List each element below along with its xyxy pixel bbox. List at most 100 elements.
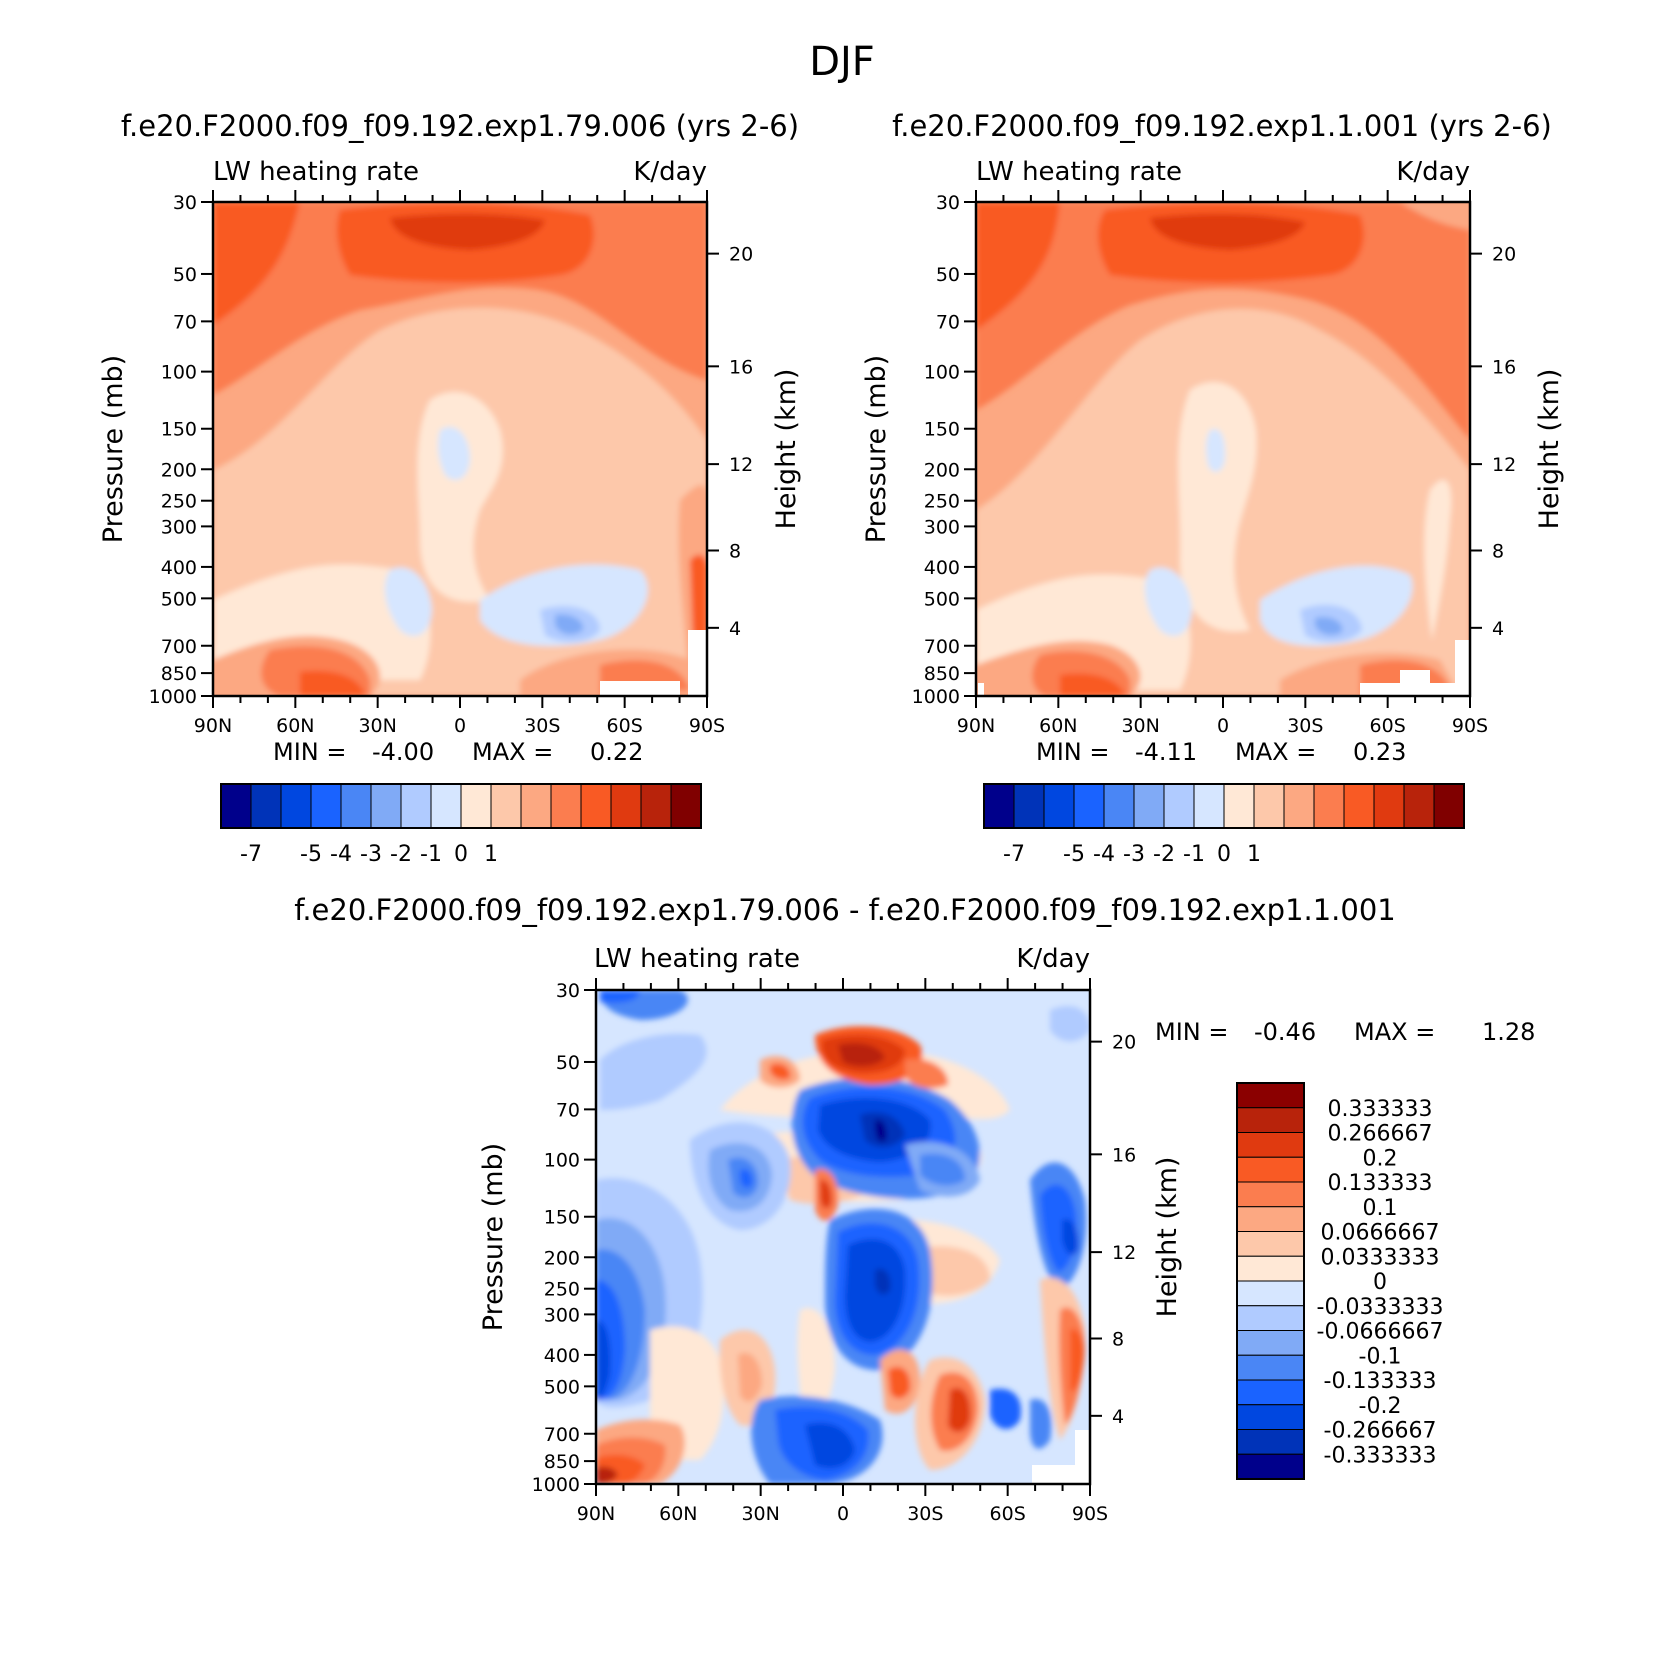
colorbar-swatch [1236,1354,1305,1381]
y-tick-label: 50 [936,264,960,286]
y-tick-label: 500 [924,588,960,610]
colorbar-label: -0.0333333 [1317,1295,1444,1320]
x-tick-label: 30S [1287,715,1323,737]
panel-1-min-label: MIN = [273,738,346,766]
panel-3-field [596,990,1090,1484]
x-tick-label: 30S [524,715,560,737]
colorbar-label: -2 [1153,842,1175,867]
colorbar-swatch [370,783,402,829]
colorbar-label: -3 [1123,842,1145,867]
colorbar-swatch [1403,783,1435,829]
colorbar-swatch [1343,783,1375,829]
y-tick-label: 30 [556,980,580,1002]
y-tick-label: 100 [544,1150,580,1172]
x-tick-label: 30S [907,1503,943,1525]
colorbar-label: -3 [360,842,382,867]
height-tick-label: 16 [1492,356,1516,378]
panel-2-max-value: 0.23 [1353,738,1406,766]
colorbar-swatch [310,783,342,829]
y-tick-label: 700 [924,636,960,658]
colorbar-label: 0.1 [1363,1196,1398,1221]
colorbar-label: 1 [484,842,498,867]
colorbar-label: 0 [1373,1270,1387,1295]
x-tick-label: 90S [1072,1503,1108,1525]
colorbar-swatch [1223,783,1255,829]
colorbar-label: -0.133333 [1324,1369,1437,1394]
y-tick-label: 30 [173,192,197,214]
y-tick-label: 150 [161,419,197,441]
colorbar-swatch [250,783,282,829]
y-tick-label: 300 [924,516,960,538]
panel-3: f.e20.F2000.f09_f09.192.exp1.79.006 - f.… [294,893,1535,1525]
panel-3-colorbar: 0.3333330.2666670.20.1333330.10.06666670… [1236,1082,1444,1480]
panel-2-max-label: MAX = [1235,738,1316,766]
colorbar-swatch [1193,783,1225,829]
height-tick-label: 4 [729,618,741,640]
panel-1-field [213,202,707,696]
panel-2: f.e20.F2000.f09_f09.192.exp1.1.001 (yrs … [861,109,1565,867]
panel-2-ylabel: Pressure (mb) [861,355,892,543]
y-tick-label: 700 [544,1424,580,1446]
y-tick-label: 500 [544,1376,580,1398]
y-tick-label: 200 [161,459,197,481]
panel-2-left-label: LW heating rate [976,157,1182,187]
x-tick-label: 60S [607,715,643,737]
height-tick-label: 20 [1112,1032,1136,1054]
colorbar-label: -0.0666667 [1317,1320,1444,1345]
colorbar-label: -4 [330,842,352,867]
panel-3-min-value: -0.46 [1254,1018,1316,1046]
colorbar-label: 0 [1217,842,1231,867]
y-tick-label: 70 [936,311,960,333]
panel-2-ylabel-right: Height (km) [1534,369,1565,530]
colorbar-swatch [1236,1255,1305,1282]
y-tick-label: 300 [161,516,197,538]
y-tick-label: 70 [556,1099,580,1121]
panel-3-left-label: LW heating rate [594,944,800,974]
x-tick-label: 90N [194,715,232,737]
panel-2-title: f.e20.F2000.f09_f09.192.exp1.1.001 (yrs … [892,109,1552,143]
colorbar-swatch [1236,1206,1305,1232]
x-tick-label: 60N [659,1503,697,1525]
y-tick-label: 50 [173,264,197,286]
height-tick-label: 8 [1112,1328,1124,1350]
panel-1-min-value: -4.00 [372,738,434,766]
panel-3-max-value: 1.28 [1482,1018,1535,1046]
colorbar-swatch [280,783,312,829]
x-tick-label: 90N [577,1503,615,1525]
panel-1-ylabel: Pressure (mb) [98,355,129,543]
colorbar-label: 0.133333 [1328,1171,1433,1196]
panel-1-colorbar: -7 -5 -4 -3 -2 -1 0 1 [220,783,702,867]
panel-1-ylabel-right: Height (km) [771,369,802,530]
y-tick-label: 700 [161,636,197,658]
colorbar-swatch [1236,1082,1305,1109]
colorbar-swatch [1253,783,1285,829]
colorbar-swatch [1133,783,1165,829]
colorbar-label: 0 [454,842,468,867]
y-tick-label: 400 [161,557,197,579]
height-tick-label: 16 [729,356,753,378]
panel-3-ylabel-right: Height (km) [1152,1157,1183,1318]
height-tick-label: 4 [1492,618,1504,640]
colorbar-swatch [1236,1453,1305,1480]
x-tick-label: 60N [1039,715,1077,737]
y-tick-label: 500 [161,588,197,610]
y-tick-label: 400 [544,1345,580,1367]
panel-3-title: f.e20.F2000.f09_f09.192.exp1.79.006 - f.… [294,893,1396,927]
panel-3-units: K/day [1016,944,1090,974]
colorbar-swatch [490,783,522,829]
y-tick-label: 250 [544,1279,580,1301]
colorbar-swatch [1236,1132,1305,1158]
x-tick-label: 0 [454,715,466,737]
colorbar-swatch [1283,783,1315,829]
x-tick-label: 60S [990,1503,1026,1525]
colorbar-swatch [1013,783,1045,829]
panel-1: f.e20.F2000.f09_f09.192.exp1.79.006 (yrs… [98,109,802,867]
y-tick-label: 400 [924,557,960,579]
y-tick-label: 1000 [532,1474,580,1496]
colorbar-swatch [670,783,702,829]
colorbar-swatch [1073,783,1105,829]
height-tick-label: 12 [1112,1242,1136,1264]
y-tick-label: 100 [924,362,960,384]
